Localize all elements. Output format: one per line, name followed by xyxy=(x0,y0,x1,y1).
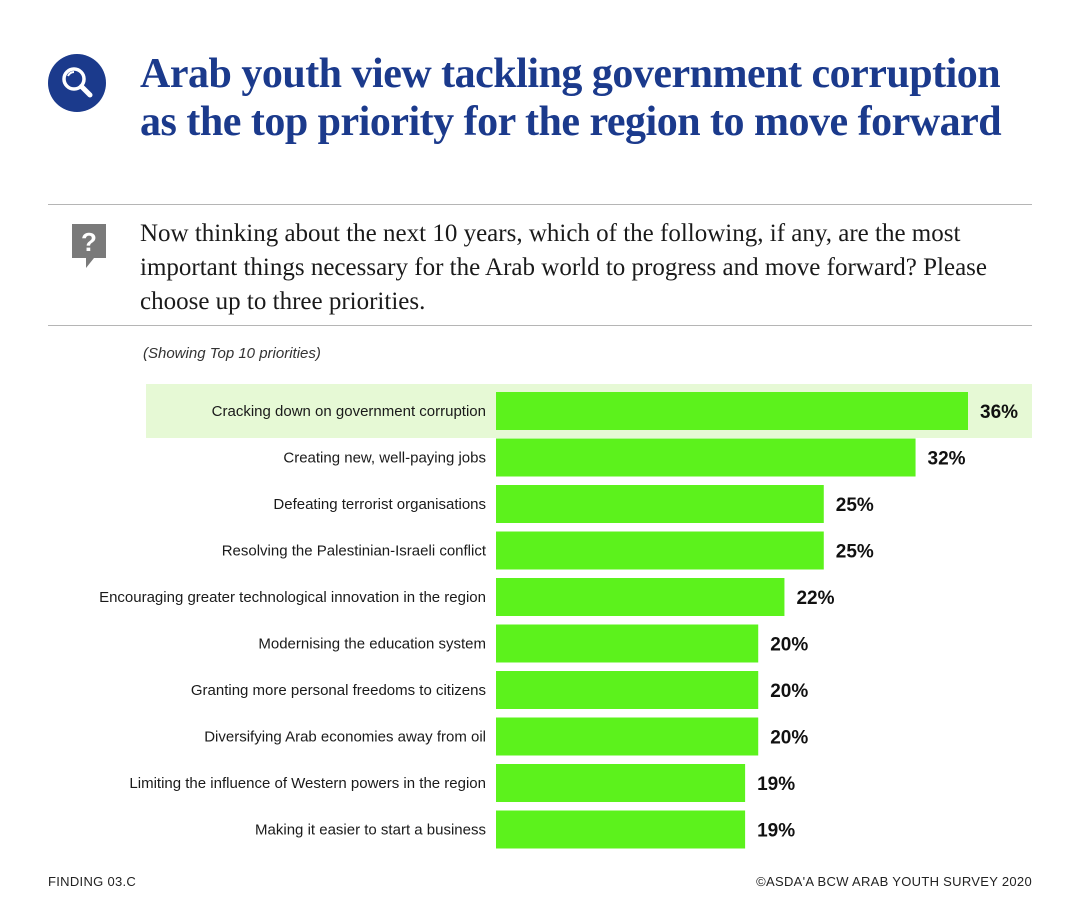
finding-label: FINDING 03.C xyxy=(48,874,137,889)
value-label: 19% xyxy=(757,821,795,842)
bar xyxy=(496,392,968,430)
value-label: 25% xyxy=(836,495,874,516)
page-title: Arab youth view tackling government corr… xyxy=(140,51,1002,145)
category-label: Modernising the education system xyxy=(258,636,486,653)
bar xyxy=(496,531,824,570)
bar xyxy=(496,438,916,477)
category-label: Granting more personal freedoms to citiz… xyxy=(191,682,486,699)
value-label: 36% xyxy=(980,402,1018,423)
category-label: Limiting the influence of Western powers… xyxy=(129,775,486,792)
source-credit: ©ASDA'A BCW ARAB YOUTH SURVEY 2020 xyxy=(756,874,1032,889)
category-label: Diversifying Arab economies away from oi… xyxy=(204,729,486,746)
survey-question: Now thinking about the next 10 years, wh… xyxy=(140,220,987,315)
question-icon: ? xyxy=(72,224,106,268)
divider-top xyxy=(48,204,1032,205)
value-label: 19% xyxy=(757,774,795,795)
bar xyxy=(496,624,759,663)
category-label: Encouraging greater technological innova… xyxy=(99,589,486,606)
category-label: Creating new, well-paying jobs xyxy=(283,450,486,467)
bar xyxy=(496,671,759,709)
bar xyxy=(496,485,824,523)
divider-bottom xyxy=(48,325,1032,326)
bar xyxy=(496,578,785,616)
bar xyxy=(496,717,759,756)
category-label: Defeating terrorist organisations xyxy=(273,496,486,513)
chart-subtitle: (Showing Top 10 priorities) xyxy=(143,345,321,362)
value-label: 20% xyxy=(770,635,808,656)
value-label: 25% xyxy=(836,542,874,563)
value-label: 20% xyxy=(770,728,808,749)
value-label: 20% xyxy=(770,681,808,702)
value-label: 32% xyxy=(928,449,966,470)
value-label: 22% xyxy=(796,588,834,609)
category-label: Resolving the Palestinian-Israeli confli… xyxy=(222,543,487,560)
svg-text:?: ? xyxy=(81,227,97,257)
search-icon xyxy=(48,54,106,112)
bar xyxy=(496,764,746,802)
bar xyxy=(496,810,746,849)
category-label: Cracking down on government corruption xyxy=(212,403,486,420)
category-label: Making it easier to start a business xyxy=(255,822,486,839)
